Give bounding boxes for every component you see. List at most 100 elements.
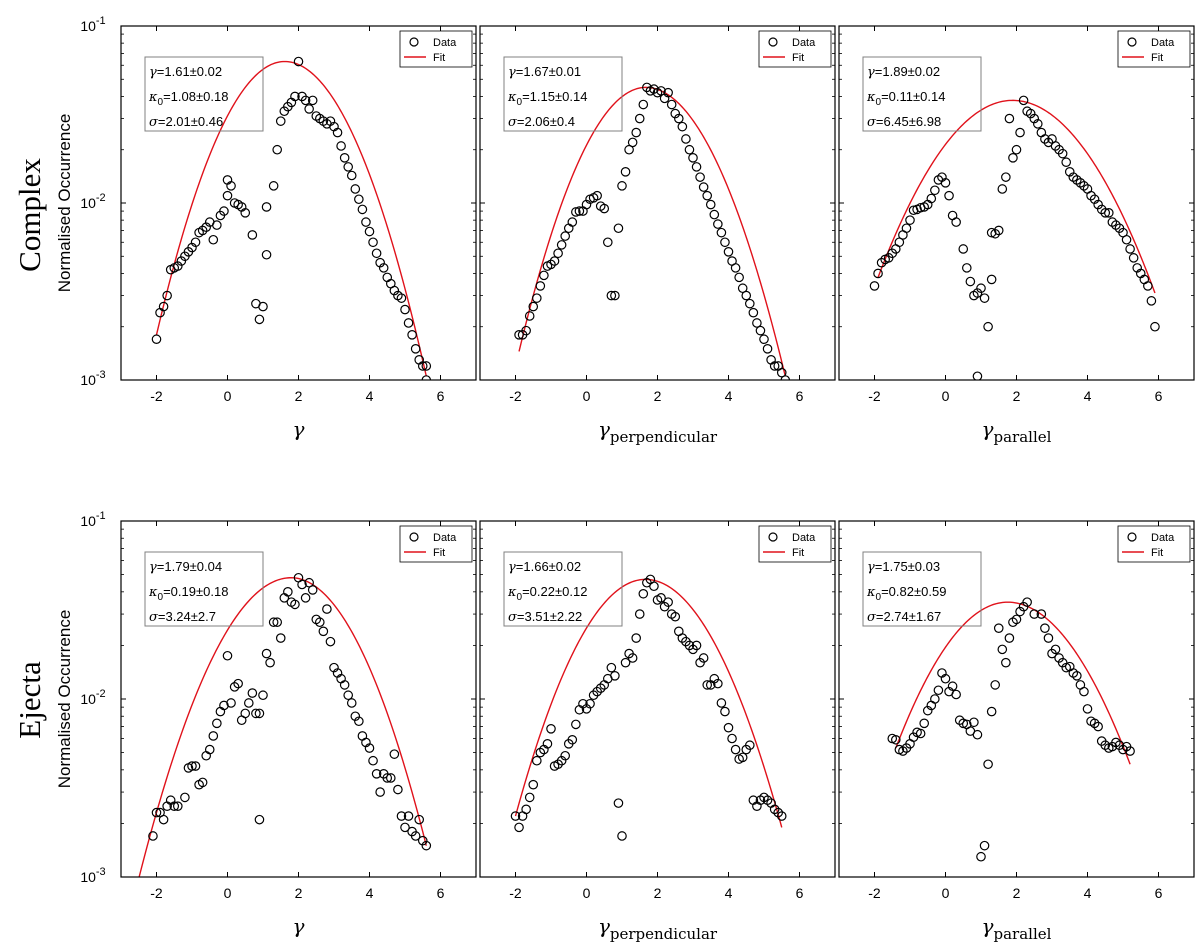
x-axis-symbol: γ <box>598 417 610 441</box>
data-point <box>350 711 361 722</box>
legend: Data Fit <box>758 30 832 68</box>
data-point <box>567 217 578 227</box>
data-point <box>190 237 201 248</box>
x-tick-label: 2 <box>654 388 662 404</box>
fit-curve <box>895 601 1131 765</box>
x-tick-label: 0 <box>583 885 591 901</box>
fit-parameter-3: σ=6.45±6.98 <box>867 114 941 130</box>
data-point <box>1146 296 1157 306</box>
data-point <box>247 230 258 240</box>
data-point <box>617 181 627 191</box>
data-point <box>1043 633 1054 643</box>
data-point <box>773 807 783 818</box>
data-point <box>531 755 542 766</box>
fit-parameters-box: γ=1.61±0.02 κ0=1.08±0.18 σ=2.01±0.46 <box>144 56 264 132</box>
data-point <box>247 688 258 698</box>
parameter-symbol: κ <box>866 90 876 105</box>
legend-label-fit: Fit <box>1151 52 1163 64</box>
data-point <box>1104 208 1114 218</box>
parameter-value: =0.11±0.14 <box>881 89 945 104</box>
data-point <box>716 227 727 238</box>
data-point <box>720 237 730 248</box>
data-point <box>709 673 720 684</box>
data-point <box>275 116 286 126</box>
data-point <box>410 344 421 354</box>
parameter-value: =3.24±2.7 <box>158 609 216 624</box>
data-point <box>339 153 350 163</box>
data-point <box>417 361 428 371</box>
data-point <box>997 644 1008 655</box>
fit-parameter-3: σ=2.01±0.46 <box>149 114 223 130</box>
data-point <box>997 184 1008 194</box>
axes-box <box>838 25 1195 381</box>
x-tick-label: -2 <box>868 388 881 404</box>
fit-curve <box>518 86 786 377</box>
fit-parameter-2: κ0=0.19±0.18 <box>148 584 228 603</box>
data-point <box>595 683 606 693</box>
y-tick-base: 10 <box>80 18 96 34</box>
annotation-border <box>862 56 982 132</box>
data-point <box>389 285 400 296</box>
data-point <box>702 680 712 690</box>
x-axis-label: γperpendicular <box>598 417 718 446</box>
data-point <box>382 272 393 283</box>
x-axis-subscript: perpendicular <box>610 428 718 446</box>
fit-parameter-1: γ=1.79±0.04 <box>149 559 222 575</box>
data-point <box>691 162 702 172</box>
y-tick-base: 10 <box>80 513 96 529</box>
legend-label-data: Data <box>1151 532 1175 544</box>
x-tick-label: 0 <box>942 885 950 901</box>
fit-parameter-2: κ0=0.22±0.12 <box>507 584 587 603</box>
data-point <box>208 234 219 245</box>
data-point <box>695 172 705 182</box>
parameter-symbol: γ <box>149 65 157 80</box>
axes-box <box>479 25 836 381</box>
parameter-value: =2.01±0.46 <box>158 114 223 129</box>
data-point <box>524 792 535 803</box>
legend-label-fit: Fit <box>433 547 445 559</box>
data-point <box>542 739 553 749</box>
data-point <box>769 804 780 815</box>
data-point <box>510 811 521 821</box>
y-tick-base: 10 <box>80 691 96 707</box>
data-points <box>148 572 432 851</box>
data-point <box>535 281 546 291</box>
data-point <box>1033 119 1043 129</box>
data-point <box>354 716 364 727</box>
legend-label-fit: Fit <box>792 547 804 559</box>
x-axis-subscript: perpendicular <box>610 925 718 943</box>
fit-parameter-1: γ=1.89±0.02 <box>867 64 940 80</box>
data-point <box>1079 686 1089 697</box>
fit-parameter-1: γ=1.66±0.02 <box>508 559 581 575</box>
x-axis-subscript: parallel <box>994 925 1052 943</box>
data-point <box>169 801 180 811</box>
data-point <box>176 256 187 266</box>
data-point <box>222 650 233 661</box>
data-points <box>887 597 1135 862</box>
parameter-subscript: 0 <box>517 592 523 603</box>
data-point <box>976 283 986 294</box>
data-point <box>219 206 229 216</box>
parameter-symbol: σ <box>149 610 159 625</box>
data-point <box>339 680 350 690</box>
data-point <box>190 761 201 771</box>
data-point <box>585 698 595 709</box>
data-point <box>222 190 233 201</box>
data-point <box>208 731 219 741</box>
data-point <box>890 734 901 745</box>
data-point <box>1029 609 1040 619</box>
fit-parameter-2: κ0=0.82±0.59 <box>866 584 946 603</box>
legend: Data Fit <box>1117 525 1191 563</box>
data-point <box>567 734 578 745</box>
x-tick-label: 4 <box>725 885 733 901</box>
y-tick-label: 10-1 <box>80 15 105 34</box>
legend-box <box>758 30 832 68</box>
fit-parameters-box: γ=1.79±0.04 κ0=0.19±0.18 σ=3.24±2.7 <box>144 551 264 627</box>
data-point <box>723 722 734 733</box>
data-point <box>357 204 368 215</box>
parameter-value: =1.75±0.03 <box>875 559 940 574</box>
data-point <box>649 581 659 592</box>
data-point <box>990 680 1000 690</box>
legend-box <box>399 525 473 563</box>
